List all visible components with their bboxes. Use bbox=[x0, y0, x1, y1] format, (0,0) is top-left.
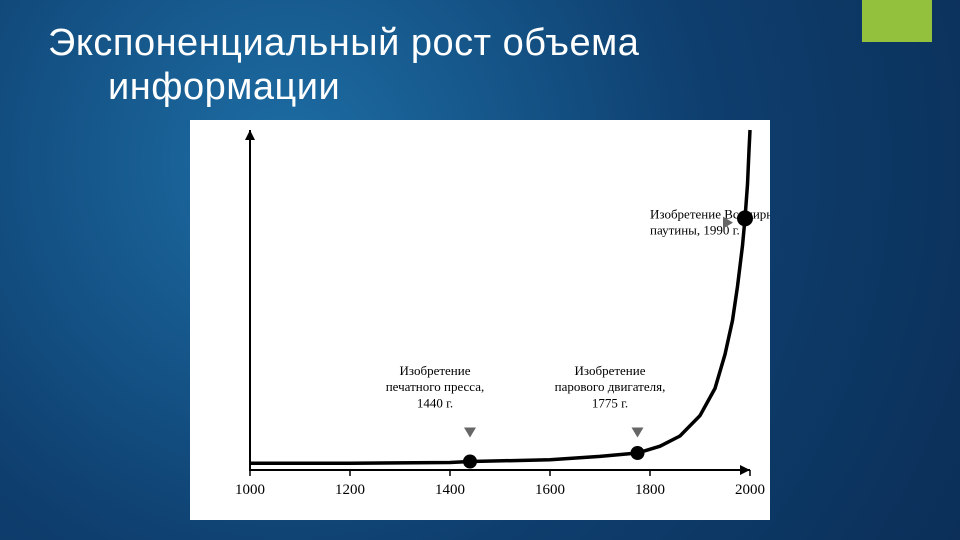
chart-container: 100012001400160018002000Изобретениепечат… bbox=[190, 120, 770, 520]
accent-decorator bbox=[862, 0, 932, 42]
svg-text:парового двигателя,: парового двигателя, bbox=[555, 379, 666, 394]
svg-text:1000: 1000 bbox=[235, 482, 265, 498]
title-line-1: Экспоненциальный рост объема bbox=[48, 22, 639, 66]
svg-text:1400: 1400 bbox=[435, 482, 465, 498]
svg-text:1775 г.: 1775 г. bbox=[592, 395, 628, 410]
svg-text:1600: 1600 bbox=[535, 482, 565, 498]
svg-text:1800: 1800 bbox=[635, 482, 665, 498]
svg-text:Изобретение: Изобретение bbox=[400, 363, 471, 378]
slide: Экспоненциальный рост объема информации … bbox=[0, 0, 960, 540]
svg-text:Изобретение: Изобретение bbox=[575, 363, 646, 378]
svg-text:1200: 1200 bbox=[335, 482, 365, 498]
page-title: Экспоненциальный рост объема информации bbox=[48, 22, 639, 109]
title-line-2: информации bbox=[48, 66, 639, 110]
svg-text:1440 г.: 1440 г. bbox=[417, 395, 453, 410]
growth-chart: 100012001400160018002000Изобретениепечат… bbox=[190, 120, 770, 520]
svg-text:печатного пресса,: печатного пресса, bbox=[386, 379, 485, 394]
svg-text:Изобретение Всемирной: Изобретение Всемирной bbox=[650, 206, 770, 221]
svg-text:2000: 2000 bbox=[735, 482, 765, 498]
